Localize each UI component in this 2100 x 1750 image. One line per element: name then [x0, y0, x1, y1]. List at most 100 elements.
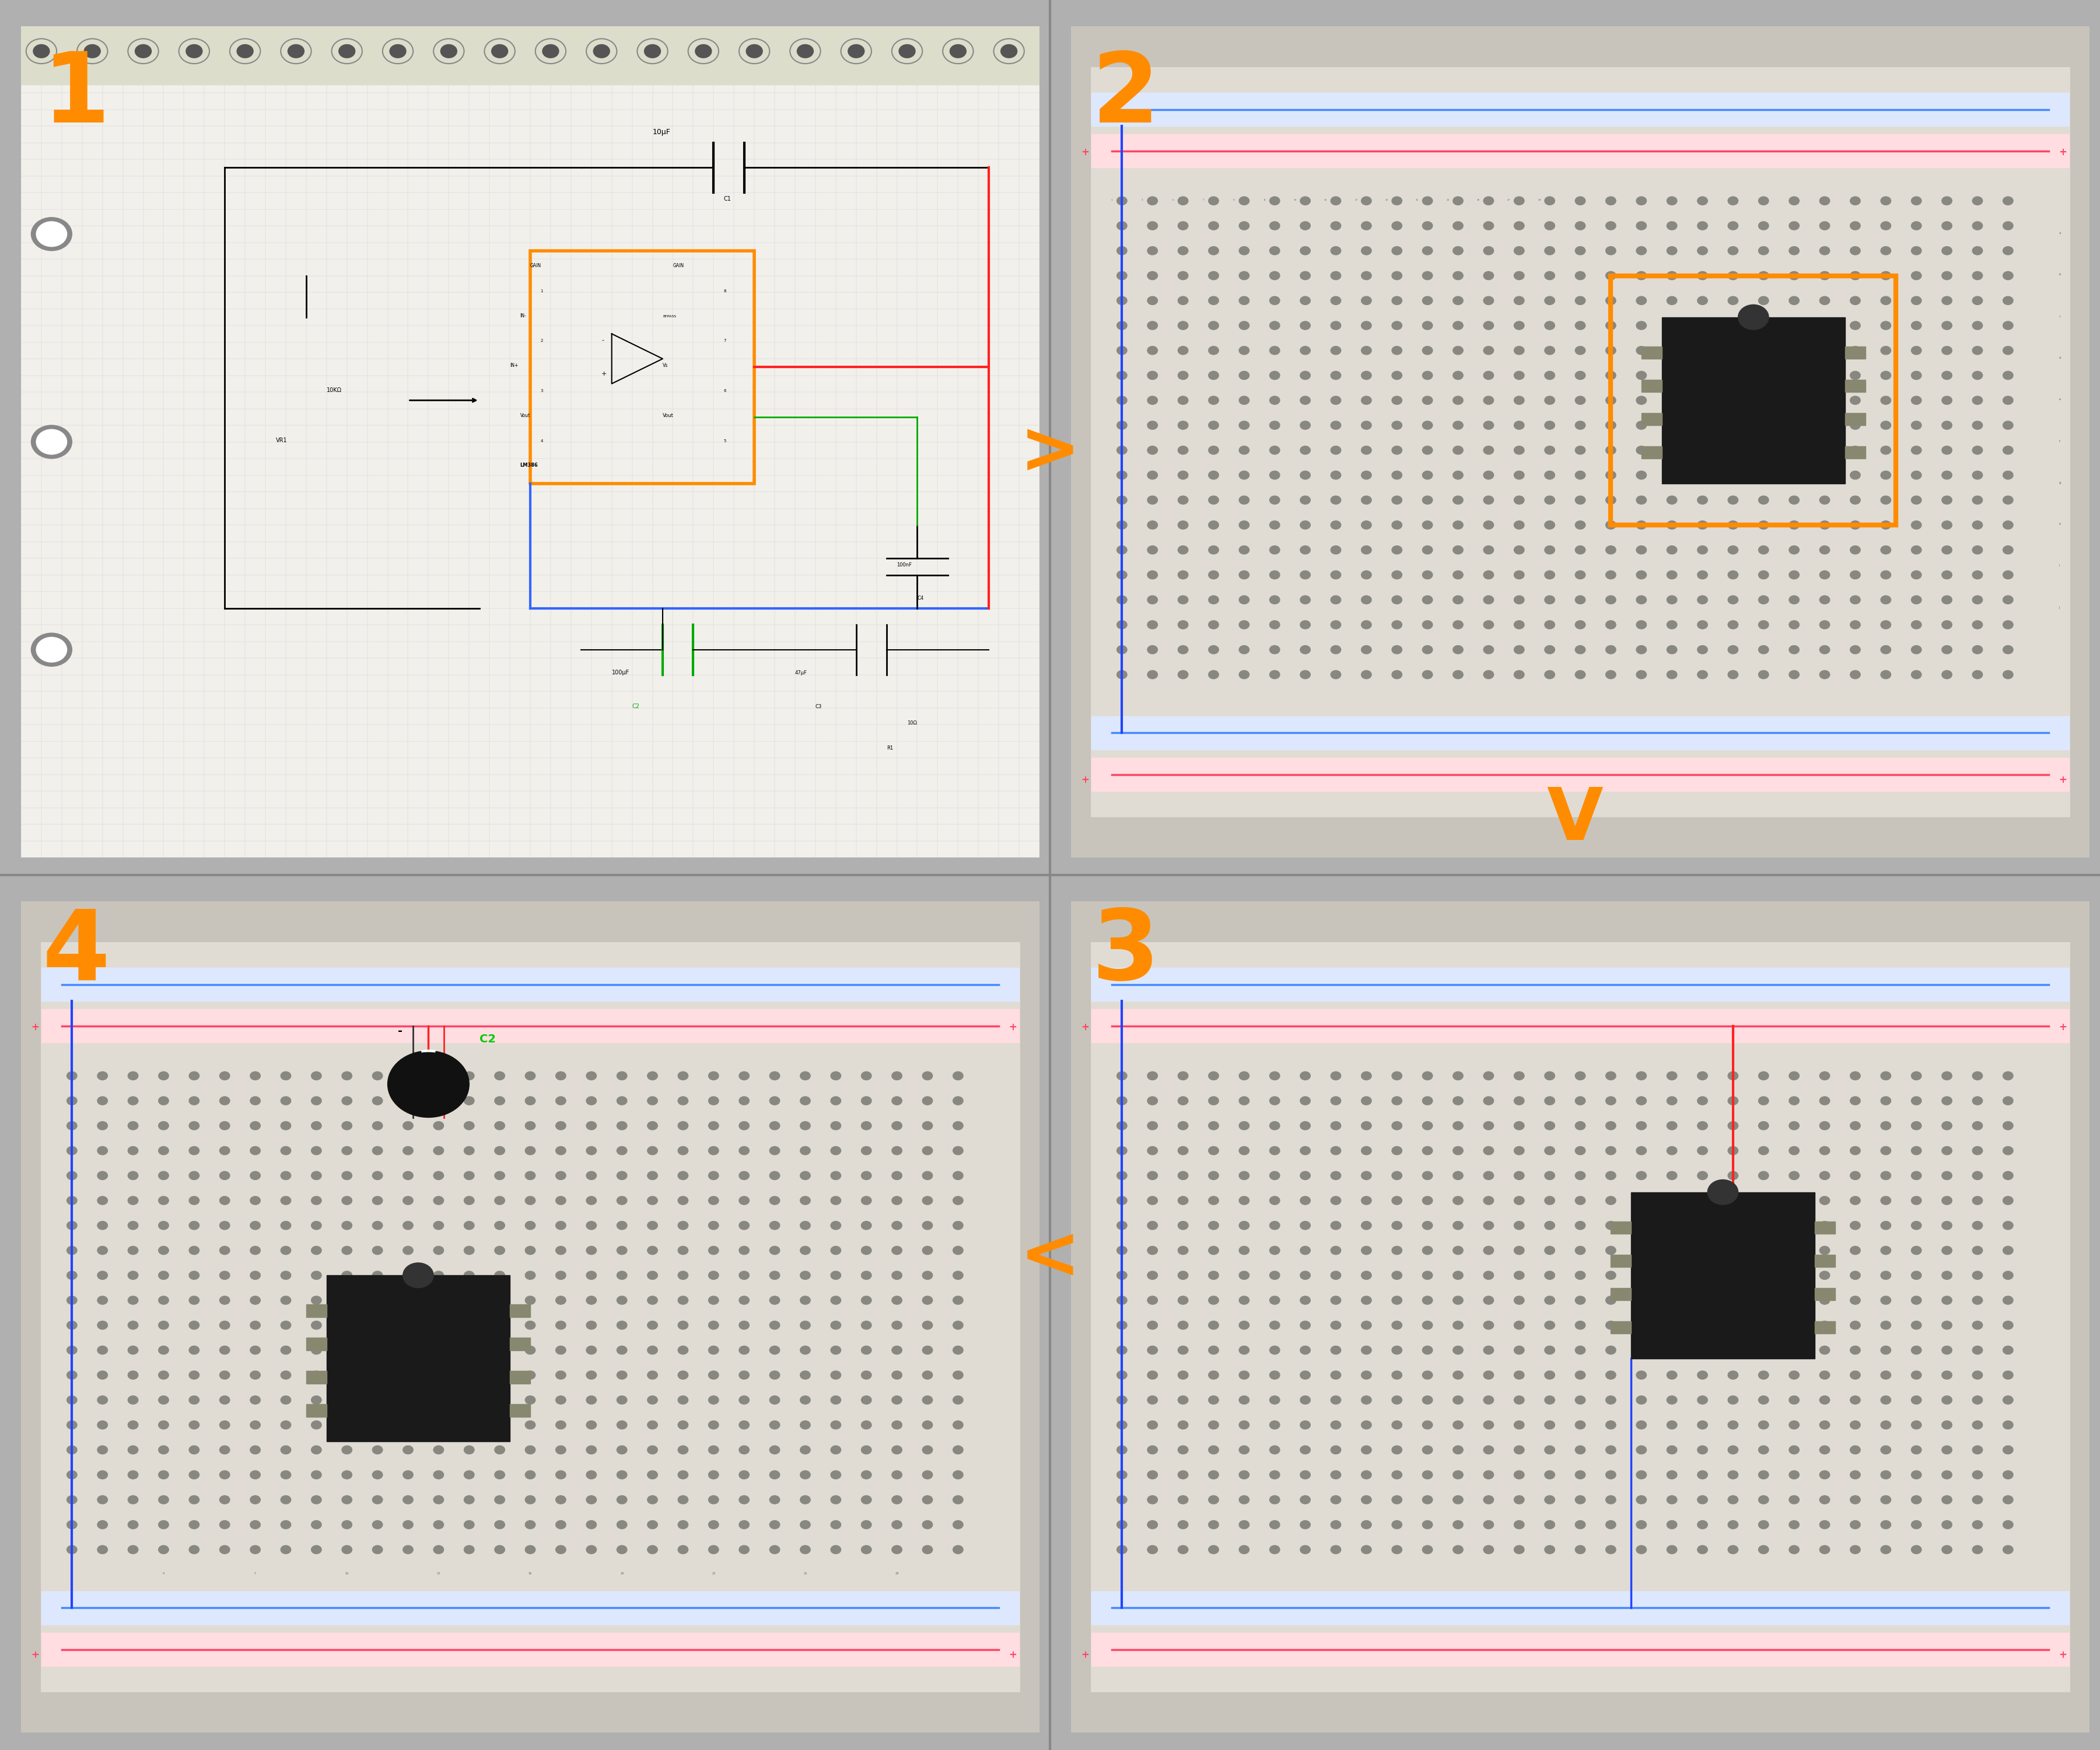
- Bar: [1611, 1321, 1632, 1334]
- Circle shape: [922, 1297, 932, 1304]
- Circle shape: [953, 1446, 964, 1454]
- Circle shape: [1943, 371, 1953, 380]
- Circle shape: [1270, 471, 1279, 480]
- Circle shape: [1453, 646, 1464, 654]
- Circle shape: [1117, 1346, 1128, 1354]
- Circle shape: [1300, 1097, 1310, 1104]
- Circle shape: [617, 1270, 628, 1279]
- Circle shape: [1514, 570, 1525, 579]
- Circle shape: [1697, 595, 1707, 604]
- Circle shape: [1392, 271, 1403, 280]
- Circle shape: [1422, 1146, 1432, 1155]
- Circle shape: [1819, 621, 1829, 628]
- Circle shape: [832, 1146, 840, 1155]
- Circle shape: [1392, 546, 1403, 555]
- Circle shape: [1882, 446, 1890, 455]
- Circle shape: [832, 1446, 840, 1454]
- Circle shape: [496, 1297, 504, 1304]
- Circle shape: [1208, 471, 1218, 480]
- Circle shape: [281, 1297, 292, 1304]
- Circle shape: [1667, 1321, 1678, 1330]
- Circle shape: [97, 1521, 107, 1530]
- Circle shape: [739, 1521, 750, 1530]
- Circle shape: [739, 1370, 750, 1379]
- Circle shape: [1667, 1521, 1678, 1530]
- Circle shape: [1789, 446, 1800, 455]
- Circle shape: [1483, 1071, 1493, 1080]
- Circle shape: [556, 1197, 565, 1204]
- Circle shape: [1422, 222, 1432, 229]
- Circle shape: [892, 1197, 903, 1204]
- Text: Vs: Vs: [664, 362, 668, 368]
- Circle shape: [1789, 1146, 1800, 1155]
- Circle shape: [1636, 1521, 1646, 1530]
- Circle shape: [1850, 1071, 1861, 1080]
- Circle shape: [372, 1370, 382, 1379]
- Circle shape: [1850, 422, 1861, 429]
- Circle shape: [281, 1496, 292, 1503]
- Circle shape: [1972, 570, 1982, 579]
- Circle shape: [678, 1321, 689, 1330]
- Bar: [1814, 1255, 1835, 1267]
- Circle shape: [1636, 546, 1646, 555]
- Circle shape: [281, 1370, 292, 1379]
- Circle shape: [1606, 595, 1615, 604]
- Circle shape: [433, 1122, 443, 1130]
- Circle shape: [67, 1071, 78, 1080]
- Circle shape: [1882, 570, 1890, 579]
- Circle shape: [1911, 322, 1922, 329]
- Circle shape: [1208, 271, 1218, 280]
- Circle shape: [1453, 595, 1464, 604]
- Circle shape: [1850, 196, 1861, 205]
- Circle shape: [1422, 621, 1432, 628]
- Circle shape: [1911, 1171, 1922, 1180]
- Circle shape: [1850, 1370, 1861, 1379]
- Circle shape: [1361, 322, 1371, 329]
- Circle shape: [189, 1297, 200, 1304]
- Circle shape: [617, 1521, 628, 1530]
- Circle shape: [372, 1297, 382, 1304]
- Circle shape: [1819, 1496, 1829, 1503]
- Circle shape: [2003, 222, 2014, 229]
- Circle shape: [1208, 346, 1218, 355]
- Circle shape: [1697, 1097, 1707, 1104]
- Circle shape: [1850, 621, 1861, 628]
- Circle shape: [220, 1197, 229, 1204]
- Circle shape: [1850, 495, 1861, 504]
- Circle shape: [1789, 1321, 1800, 1330]
- Text: 10μF: 10μF: [653, 128, 670, 136]
- Circle shape: [372, 1521, 382, 1530]
- Circle shape: [1850, 1097, 1861, 1104]
- Circle shape: [128, 1446, 139, 1454]
- Circle shape: [892, 1146, 903, 1155]
- Circle shape: [1636, 1297, 1646, 1304]
- Text: +: +: [1008, 1650, 1016, 1661]
- Circle shape: [1392, 1071, 1403, 1080]
- Circle shape: [1758, 1246, 1768, 1255]
- Circle shape: [1667, 1270, 1678, 1279]
- Circle shape: [464, 1071, 475, 1080]
- Circle shape: [1270, 495, 1279, 504]
- Circle shape: [1789, 371, 1800, 380]
- Circle shape: [586, 1197, 596, 1204]
- Circle shape: [586, 1222, 596, 1230]
- Circle shape: [1453, 1097, 1464, 1104]
- Circle shape: [1728, 346, 1739, 355]
- Circle shape: [1911, 1071, 1922, 1080]
- Circle shape: [1850, 1496, 1861, 1503]
- Circle shape: [1546, 446, 1554, 455]
- Circle shape: [97, 1171, 107, 1180]
- Circle shape: [1606, 1071, 1615, 1080]
- Circle shape: [708, 1396, 718, 1404]
- Circle shape: [1882, 1122, 1890, 1130]
- Circle shape: [556, 1470, 565, 1479]
- Circle shape: [1331, 495, 1342, 504]
- Circle shape: [1697, 1222, 1707, 1230]
- Circle shape: [1422, 495, 1432, 504]
- Circle shape: [1546, 1297, 1554, 1304]
- Circle shape: [647, 1297, 657, 1304]
- Circle shape: [1819, 1097, 1829, 1104]
- Text: 3: 3: [540, 388, 544, 392]
- Circle shape: [1239, 1097, 1250, 1104]
- Circle shape: [832, 1071, 840, 1080]
